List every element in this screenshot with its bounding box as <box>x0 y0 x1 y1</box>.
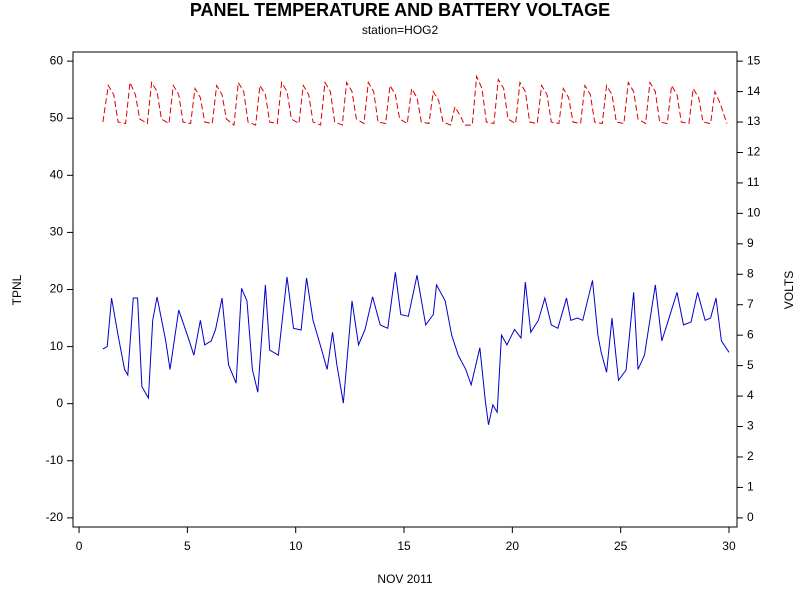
y2-tick-label: 4 <box>747 388 754 402</box>
y2-axis-label: VOLTS <box>782 271 796 309</box>
y-tick-label: 60 <box>50 53 64 67</box>
x-tick-label: 20 <box>506 539 520 553</box>
y2-tick-label: 1 <box>747 480 754 494</box>
y2-tick-label: 5 <box>747 358 754 372</box>
y2-tick-label: 7 <box>747 297 754 311</box>
y-tick-label: 50 <box>50 110 64 124</box>
chart-title: PANEL TEMPERATURE AND BATTERY VOLTAGE <box>190 0 610 20</box>
y2-tick-label: 3 <box>747 419 754 433</box>
y-tick-label: 30 <box>50 225 64 239</box>
y2-tick-label: 14 <box>747 84 761 98</box>
y2-tick-label: 11 <box>747 175 760 189</box>
y2-tick-label: 10 <box>747 206 761 220</box>
x-tick-label: 10 <box>289 539 303 553</box>
y2-tick-label: 0 <box>747 510 754 524</box>
y2-tick-label: 9 <box>747 236 754 250</box>
line-series <box>102 74 728 127</box>
y2-tick-label: 15 <box>747 53 761 67</box>
y-axis-label: TPNL <box>10 274 24 305</box>
y2-tick-label: 6 <box>747 327 754 341</box>
y2-tick-label: 2 <box>747 449 754 463</box>
y-tick-label: 10 <box>50 339 64 353</box>
x-axis-label: NOV 2011 <box>377 572 432 586</box>
y-tick-label: 40 <box>50 167 64 181</box>
y2-tick-label: 13 <box>747 114 761 128</box>
y2-tick-label: 12 <box>747 145 761 159</box>
chart-subtitle: station=HOG2 <box>362 23 439 37</box>
y-tick-label: 20 <box>50 282 64 296</box>
y-tick-label: 0 <box>56 396 63 410</box>
x-tick-label: 0 <box>76 539 83 553</box>
y-tick-label: -20 <box>46 510 64 524</box>
line-series <box>102 272 730 425</box>
y2-tick-label: 8 <box>747 266 754 280</box>
x-tick-label: 15 <box>397 539 411 553</box>
x-tick-label: 25 <box>614 539 628 553</box>
y-tick-label: -10 <box>46 453 64 467</box>
x-tick-label: 30 <box>722 539 736 553</box>
x-tick-label: 5 <box>184 539 191 553</box>
